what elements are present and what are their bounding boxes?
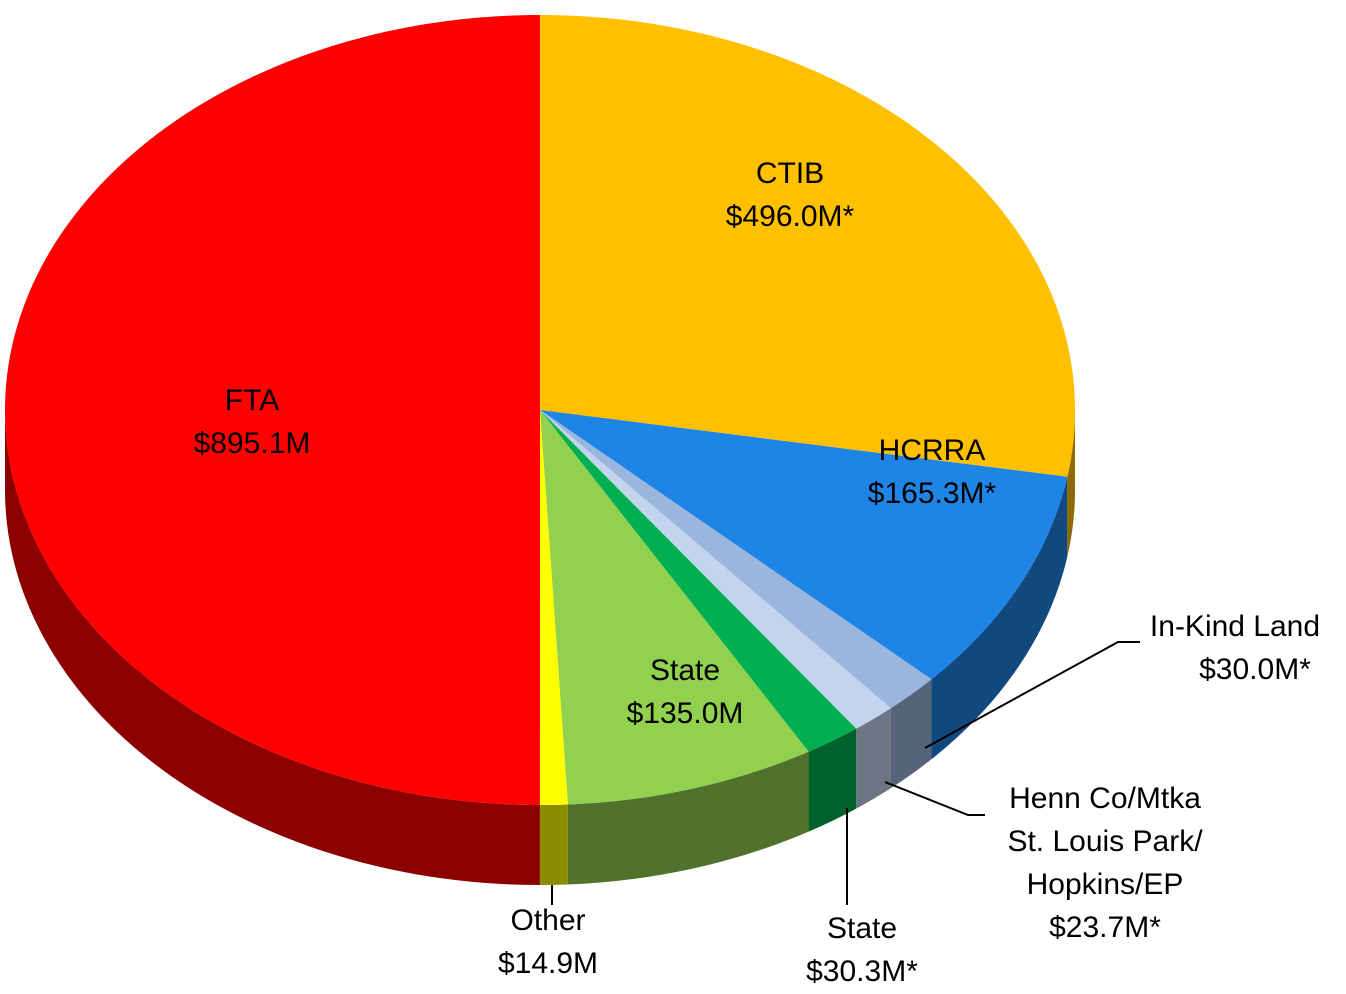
pie-slice bbox=[540, 15, 1075, 477]
value-label: $895.1M bbox=[194, 427, 311, 460]
value-label: $23.7M* bbox=[1049, 911, 1161, 944]
pie-slice bbox=[540, 410, 809, 805]
pie-side bbox=[931, 476, 1068, 760]
pie-slice bbox=[540, 410, 1068, 680]
pie-side bbox=[808, 728, 857, 832]
value-label: $165.3M* bbox=[868, 477, 997, 510]
category-label: FTA bbox=[225, 384, 279, 417]
category-label: St. Louis Park/ bbox=[1007, 825, 1203, 858]
category-label: State bbox=[827, 912, 897, 945]
category-label: Other bbox=[510, 904, 585, 937]
category-label: Henn Co/Mtka bbox=[1009, 782, 1201, 815]
value-label: $496.0M* bbox=[726, 200, 855, 233]
pie-side bbox=[567, 751, 809, 885]
pie-slice bbox=[539, 410, 568, 805]
leader-line bbox=[884, 781, 985, 816]
pie-side bbox=[5, 410, 540, 885]
value-label: $30.3M* bbox=[806, 955, 918, 988]
pie-slice bbox=[540, 410, 891, 729]
pie-slice bbox=[540, 410, 932, 709]
value-label: $14.9M bbox=[498, 947, 598, 980]
category-label: Hopkins/EP bbox=[1027, 868, 1184, 901]
pie-slice bbox=[540, 410, 857, 752]
pie-side bbox=[890, 679, 932, 789]
pie-side bbox=[856, 708, 891, 809]
category-label: HCRRA bbox=[879, 434, 986, 467]
category-label: State bbox=[650, 654, 720, 687]
category-label: In-Kind Land bbox=[1150, 610, 1320, 643]
value-label: $135.0M bbox=[627, 697, 744, 730]
value-label: $30.0M* bbox=[1199, 653, 1311, 686]
category-label: CTIB bbox=[756, 157, 824, 190]
pie-side bbox=[539, 804, 568, 885]
pie-side bbox=[1067, 410, 1075, 557]
pie-slice bbox=[5, 15, 541, 805]
leader-line bbox=[924, 641, 1140, 749]
